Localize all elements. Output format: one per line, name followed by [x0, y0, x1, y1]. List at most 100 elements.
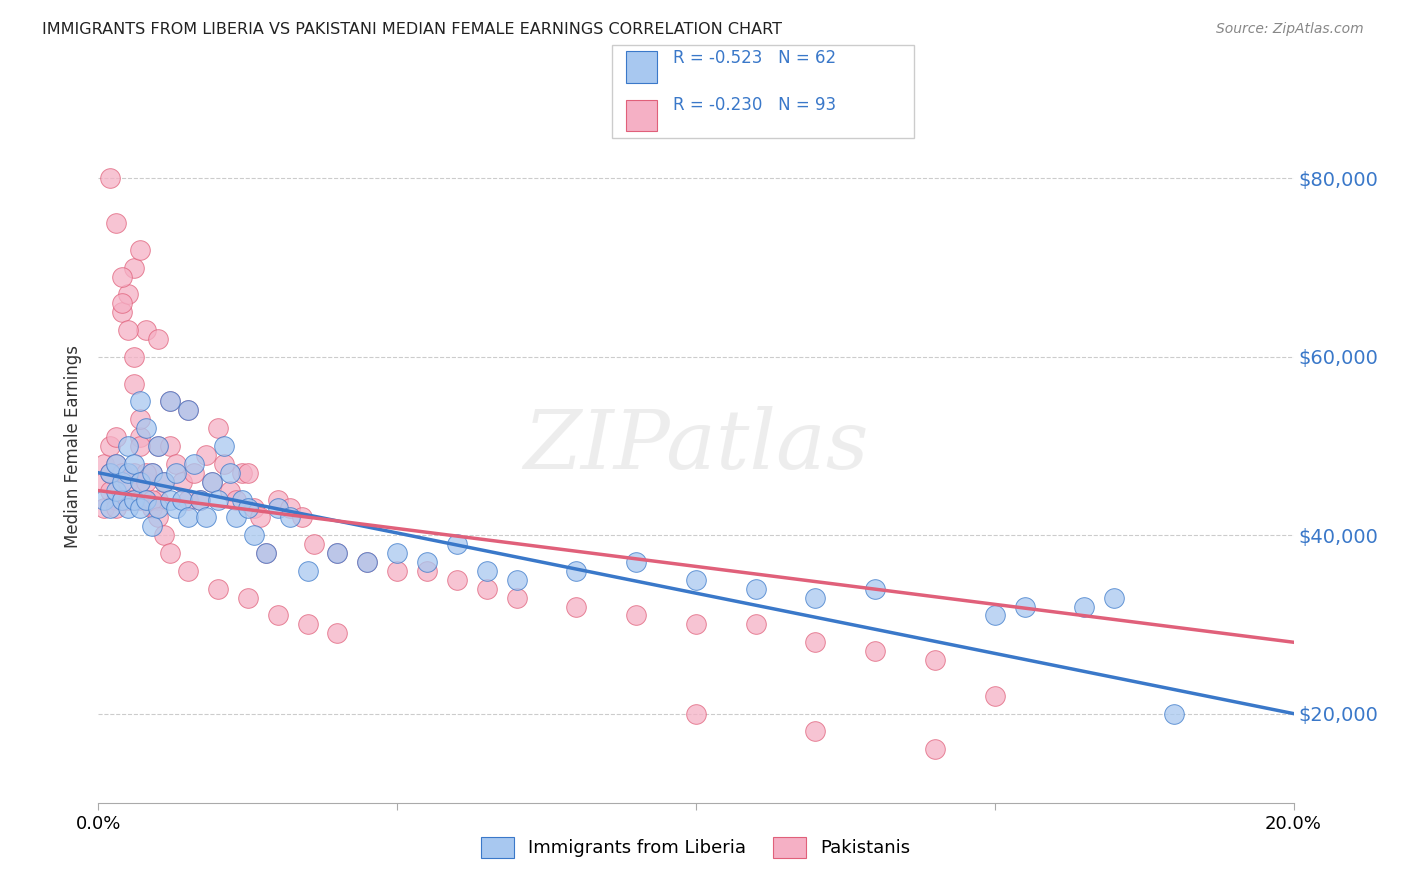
Point: [225, 510, 247, 524]
Text: IMMIGRANTS FROM LIBERIA VS PAKISTANI MEDIAN FEMALE EARNINGS CORRELATION CHART: IMMIGRANTS FROM LIBERIA VS PAKISTANI MED…: [42, 22, 782, 37]
Point: [117, 492, 139, 507]
Point: [188, 492, 211, 507]
Point: [172, 475, 194, 489]
Point: [117, 501, 139, 516]
Point: [219, 483, 242, 498]
Point: [148, 501, 170, 516]
Point: [225, 492, 247, 507]
Point: [506, 573, 529, 587]
Point: [148, 439, 170, 453]
Point: [207, 492, 229, 507]
Point: [135, 466, 157, 480]
Point: [1014, 599, 1036, 614]
Point: [231, 466, 253, 480]
Point: [135, 492, 157, 507]
Point: [135, 421, 157, 435]
Point: [804, 635, 827, 649]
Point: [565, 564, 588, 578]
Point: [124, 457, 146, 471]
Point: [105, 430, 128, 444]
Point: [291, 510, 314, 524]
Point: [446, 537, 468, 551]
Point: [804, 724, 827, 739]
Point: [416, 564, 439, 578]
Point: [475, 582, 498, 596]
Point: [385, 546, 409, 560]
Point: [135, 492, 157, 507]
Point: [565, 599, 588, 614]
Point: [148, 332, 170, 346]
Point: [159, 546, 181, 560]
Point: [745, 582, 768, 596]
Point: [105, 492, 128, 507]
Point: [924, 742, 946, 756]
Point: [135, 475, 157, 489]
Point: [356, 555, 378, 569]
Point: [278, 510, 301, 524]
Point: [326, 546, 349, 560]
Point: [475, 564, 498, 578]
Point: [141, 501, 163, 516]
Point: [124, 376, 146, 391]
Point: [141, 519, 163, 533]
Text: R = -0.230   N = 93: R = -0.230 N = 93: [673, 96, 837, 114]
Point: [236, 466, 259, 480]
Point: [129, 394, 152, 409]
Point: [172, 492, 194, 507]
Point: [159, 394, 181, 409]
Point: [165, 466, 187, 480]
Point: [207, 582, 229, 596]
Point: [326, 546, 349, 560]
Point: [236, 591, 259, 605]
Point: [129, 475, 152, 489]
Point: [183, 457, 205, 471]
Point: [129, 243, 152, 257]
Point: [129, 501, 152, 516]
Point: [111, 466, 134, 480]
Point: [98, 466, 122, 480]
Point: [231, 492, 253, 507]
Point: [302, 537, 325, 551]
Point: [111, 305, 134, 319]
Point: [124, 492, 146, 507]
Point: [98, 483, 122, 498]
Point: [111, 492, 134, 507]
Point: [98, 439, 122, 453]
Point: [129, 492, 152, 507]
Point: [177, 492, 200, 507]
Point: [177, 564, 200, 578]
Point: [326, 626, 349, 640]
Point: [685, 617, 707, 632]
Point: [141, 466, 163, 480]
Point: [117, 439, 139, 453]
Point: [984, 608, 1007, 623]
Point: [212, 457, 235, 471]
Point: [195, 448, 218, 462]
Point: [1163, 706, 1185, 721]
Point: [278, 501, 301, 516]
Point: [177, 510, 200, 524]
Point: [153, 528, 176, 542]
Point: [865, 644, 887, 658]
Point: [117, 475, 139, 489]
Point: [129, 430, 152, 444]
Point: [745, 617, 768, 632]
Point: [267, 501, 290, 516]
Point: [685, 706, 707, 721]
Point: [148, 510, 170, 524]
Point: [93, 475, 115, 489]
Point: [98, 171, 122, 186]
Point: [385, 564, 409, 578]
Point: [124, 492, 146, 507]
Point: [111, 269, 134, 284]
Point: [124, 260, 146, 275]
Point: [188, 492, 211, 507]
Point: [924, 653, 946, 667]
Point: [201, 475, 224, 489]
Point: [297, 564, 319, 578]
Point: [111, 492, 134, 507]
Y-axis label: Median Female Earnings: Median Female Earnings: [65, 344, 83, 548]
Point: [254, 546, 277, 560]
Point: [243, 528, 266, 542]
Point: [446, 573, 468, 587]
